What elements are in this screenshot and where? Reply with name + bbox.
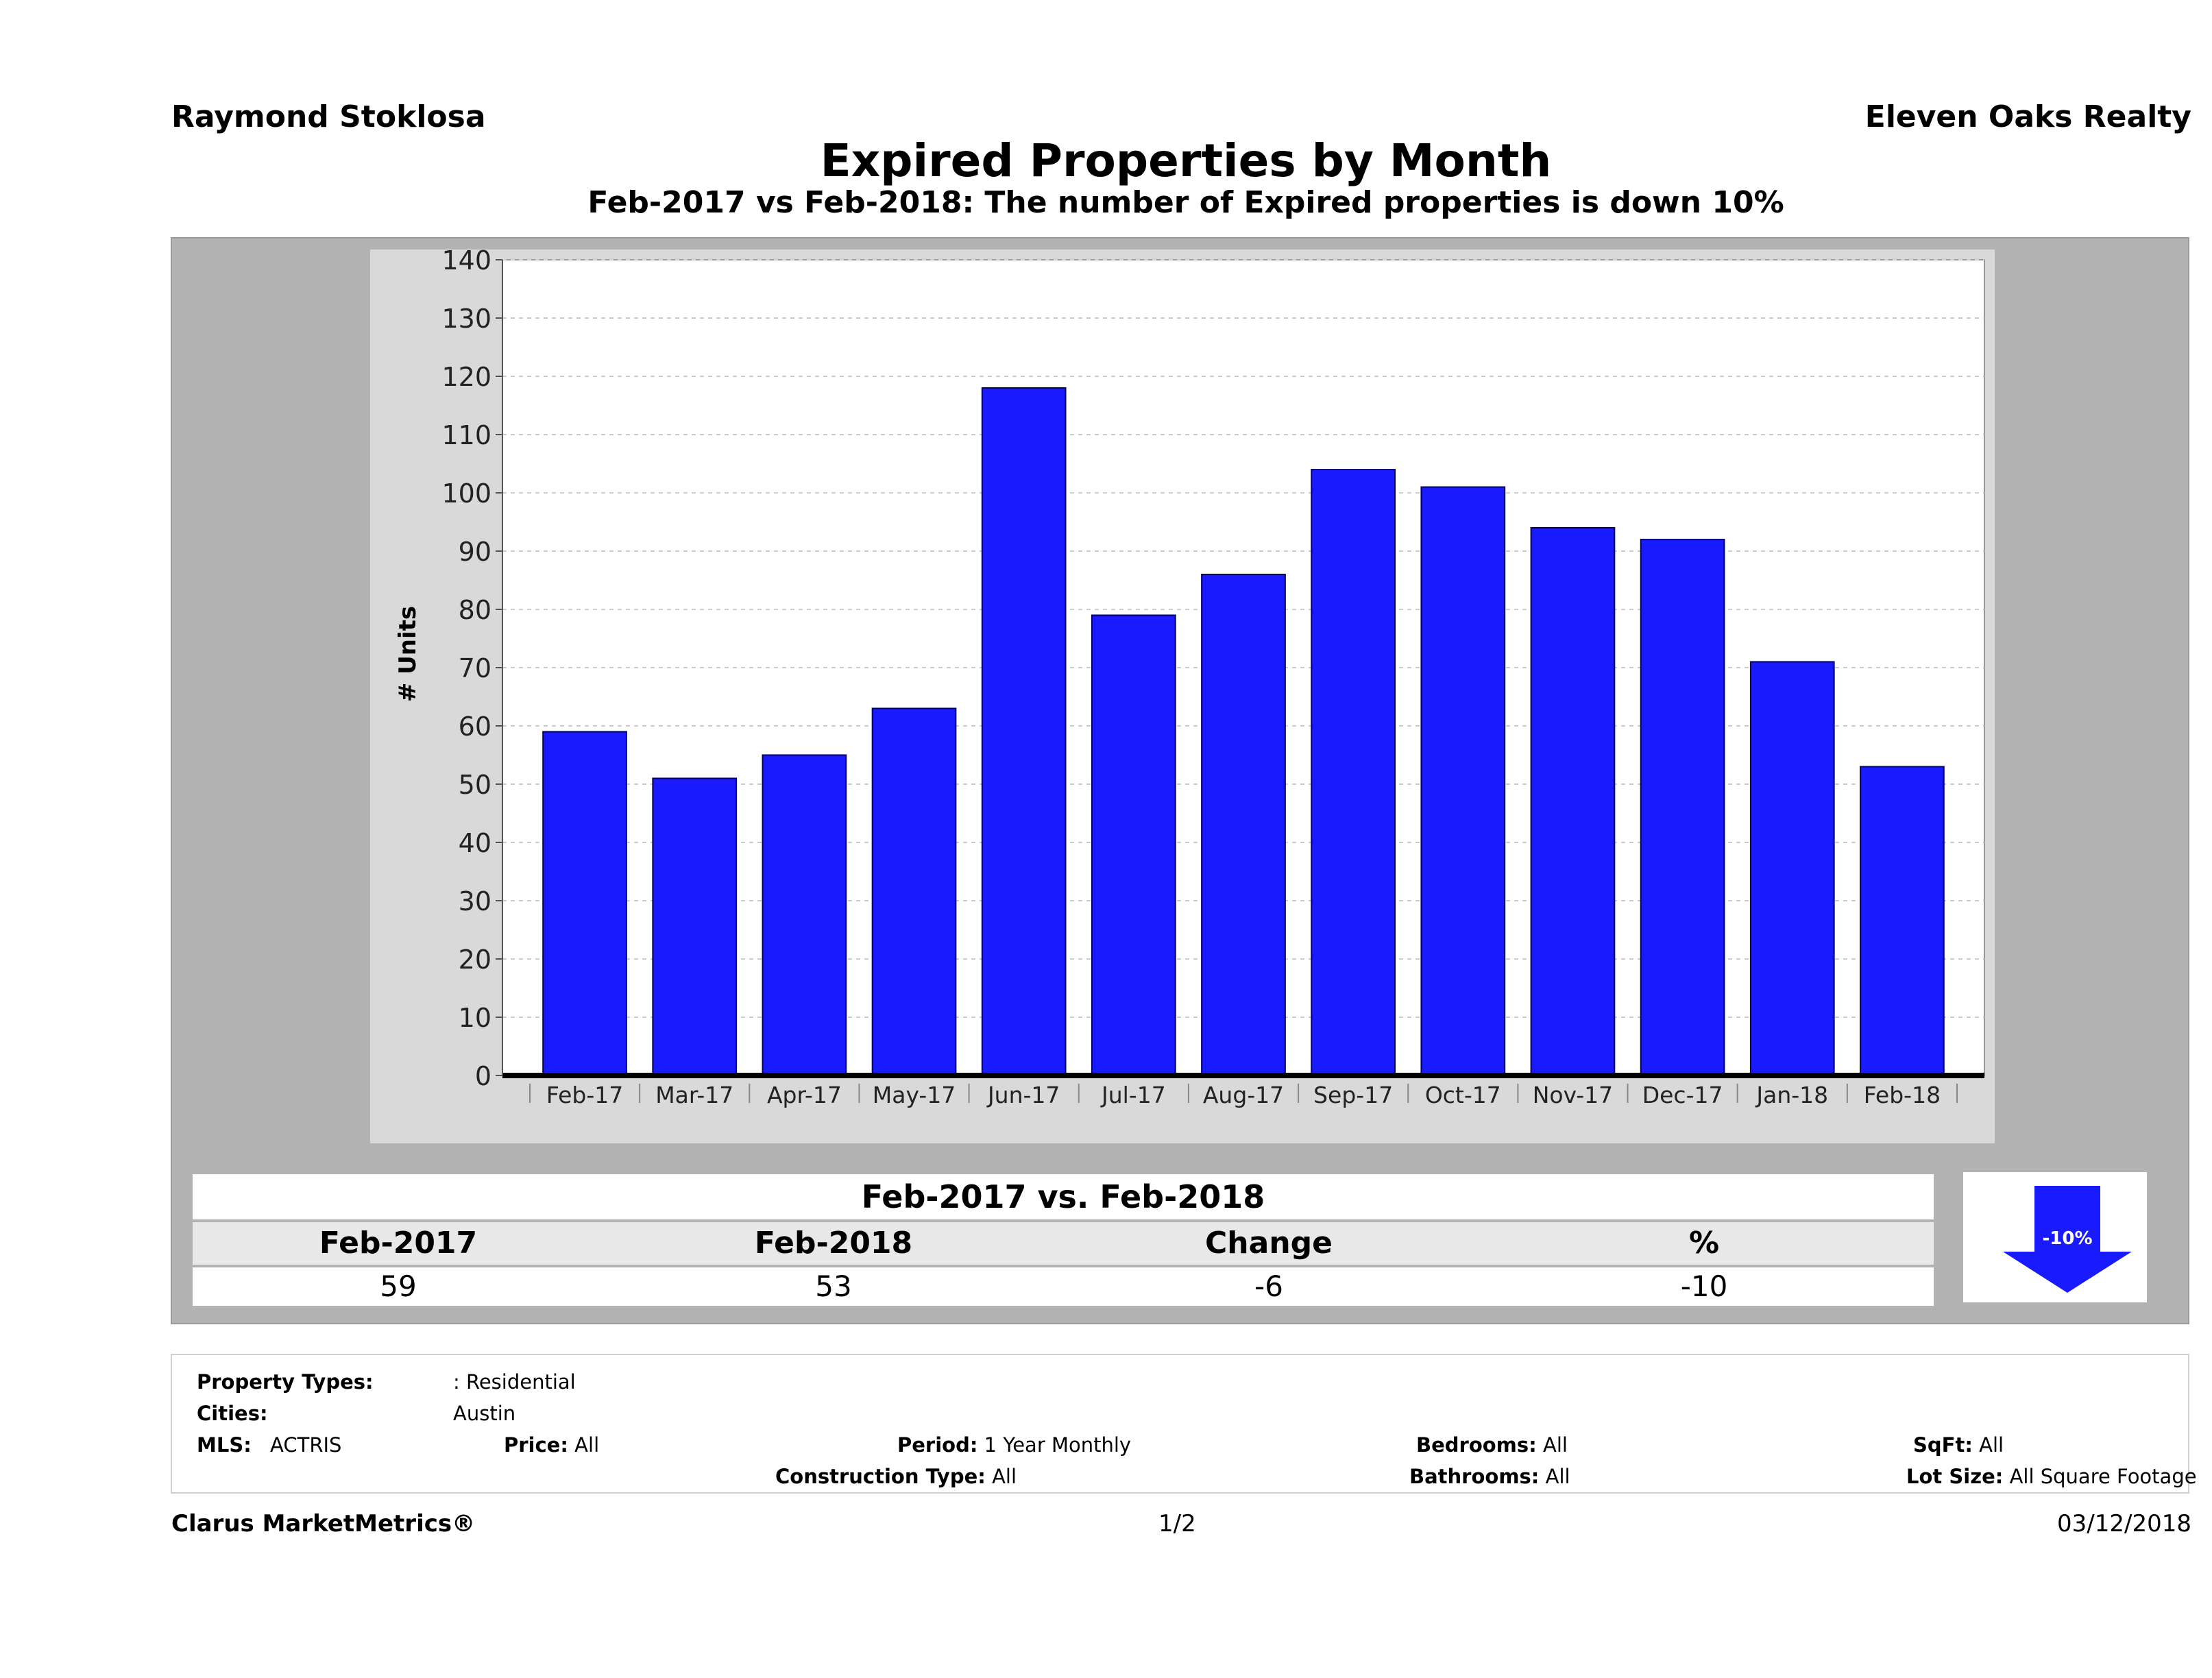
y-tick-label: 120: [441, 362, 491, 392]
comparison-value: 53: [815, 1269, 852, 1303]
filter-value: All: [1545, 1465, 1570, 1488]
filter-period: Period: 1 Year Monthly: [897, 1433, 1131, 1457]
filter-value: ACTRIS: [270, 1433, 342, 1457]
x-tick-label: Mar-17: [655, 1082, 733, 1108]
filter-label: Price:: [504, 1433, 568, 1457]
y-tick-label: 80: [459, 595, 491, 625]
x-tick-label: Sep-17: [1313, 1082, 1393, 1108]
y-tick-label: 20: [459, 945, 491, 975]
y-tick-label: 10: [459, 1003, 491, 1033]
filter-label: Property Types:: [197, 1370, 374, 1394]
filter-label: Cities:: [197, 1402, 268, 1425]
y-tick-label: 70: [459, 653, 491, 683]
footer-brand: Clarus MarketMetrics®: [171, 1510, 476, 1537]
filter-label: Construction Type:: [775, 1465, 986, 1488]
x-tick-label: Jan-18: [1755, 1082, 1828, 1108]
filter-label: Bathrooms:: [1409, 1465, 1540, 1488]
filter-value: All: [992, 1465, 1017, 1488]
filter-label: Period:: [897, 1433, 978, 1457]
comparison-value: -10: [1680, 1269, 1728, 1303]
comparison-value: 59: [380, 1269, 417, 1303]
bar-chart: 0 10 20 30 40 50 60 70 80 90 100 110 120 130 140 # Unit…: [394, 250, 1985, 1108]
filter-label: Lot Size:: [1906, 1465, 2004, 1488]
y-tick-label: 50: [459, 770, 491, 800]
page-number: 1/2: [1158, 1510, 1196, 1537]
comparison-title: Feb-2017 vs. Feb-2018: [193, 1174, 1934, 1219]
filter-value: All: [574, 1433, 600, 1457]
y-tick-label: 100: [441, 478, 491, 509]
comparison-value: -6: [1254, 1269, 1283, 1303]
y-tick-label: 130: [441, 304, 491, 334]
filter-label: Bedrooms:: [1416, 1433, 1537, 1457]
comparison-header: %: [1688, 1226, 1720, 1261]
filter-value: 1 Year Monthly: [984, 1433, 1132, 1457]
arrow-shape: [2003, 1186, 2132, 1293]
x-tick-label: Feb-17: [546, 1082, 623, 1108]
filter-cities-value: Austin: [453, 1402, 516, 1425]
filter-construction-type: Construction Type: All: [775, 1465, 1017, 1488]
comparison-value-row: 59 53 -6 -10: [193, 1267, 1934, 1306]
bar: [652, 777, 738, 1076]
filter-lot-size: Lot Size: All Square Footage: [1906, 1465, 2197, 1488]
y-tick-label: 0: [475, 1061, 491, 1091]
x-tick-label: May-17: [873, 1082, 956, 1108]
company-name: Eleven Oaks Realty: [1864, 99, 2191, 134]
filter-label: MLS:: [197, 1433, 252, 1457]
y-tick-label: 40: [459, 828, 491, 858]
bar: [1091, 614, 1176, 1076]
filter-property-types-value: : Residential: [453, 1370, 576, 1394]
x-tick-label: Jul-17: [1100, 1082, 1166, 1108]
filter-price: Price: All: [504, 1433, 599, 1457]
x-tick-label: Jun-17: [986, 1082, 1060, 1108]
x-tick-label: Dec-17: [1642, 1082, 1723, 1108]
bar: [1420, 486, 1506, 1076]
filter-property-types: Property Types:: [197, 1370, 374, 1394]
bar: [1749, 661, 1835, 1076]
change-indicator: -10%: [1963, 1172, 2147, 1302]
chart-subtitle: Feb-2017 vs Feb-2018: The number of Expi…: [587, 185, 1784, 220]
filter-bathrooms: Bathrooms: All: [1409, 1465, 1570, 1488]
y-tick-label: 60: [459, 712, 491, 742]
filter-bedrooms: Bedrooms: All: [1416, 1433, 1568, 1457]
down-arrow-icon: -10%: [2003, 1186, 2132, 1293]
x-tick-label: Nov-17: [1533, 1082, 1613, 1108]
x-tick-label: Feb-18: [1864, 1082, 1941, 1108]
bar: [542, 731, 627, 1076]
bar: [981, 387, 1067, 1076]
comparison-header: Change: [1205, 1226, 1333, 1261]
chart-title: Expired Properties by Month: [820, 134, 1552, 187]
bar: [1201, 574, 1286, 1076]
arrow-label: -10%: [2042, 1228, 2092, 1249]
filter-value: All: [1542, 1433, 1568, 1457]
bar: [1640, 539, 1725, 1076]
x-tick-label: Aug-17: [1203, 1082, 1284, 1108]
x-tick-label: Oct-17: [1425, 1082, 1501, 1108]
filter-mls: MLS: ACTRIS: [197, 1433, 341, 1457]
bar: [762, 754, 847, 1076]
filter-label: SqFt:: [1913, 1433, 1973, 1457]
comparison-header: Feb-2018: [754, 1226, 913, 1261]
bar: [1311, 469, 1396, 1076]
comparison-header-row: Feb-2017 Feb-2018 Change %: [193, 1222, 1934, 1265]
y-tick-label: 30: [459, 886, 491, 916]
filter-value: All Square Footage: [2009, 1465, 2197, 1488]
agent-name: Raymond Stoklosa: [171, 99, 486, 134]
report-date: 03/12/2018: [2057, 1510, 2191, 1537]
filter-summary: Property Types: : Residential Cities: Au…: [171, 1354, 2197, 1494]
bar: [871, 707, 957, 1076]
bar: [1530, 527, 1616, 1076]
x-tick-label: Apr-17: [767, 1082, 842, 1108]
filter-cities: Cities:: [197, 1402, 268, 1425]
comparison-header: Feb-2017: [319, 1226, 478, 1261]
filter-value: All: [1979, 1433, 2004, 1457]
filter-sqft: SqFt: All: [1913, 1433, 2004, 1457]
bar: [1860, 766, 1945, 1076]
y-tick-label: 140: [441, 250, 491, 276]
y-axis-label: # Units: [394, 606, 422, 702]
y-tick-label: 90: [459, 537, 491, 567]
y-tick-label: 110: [441, 420, 491, 450]
